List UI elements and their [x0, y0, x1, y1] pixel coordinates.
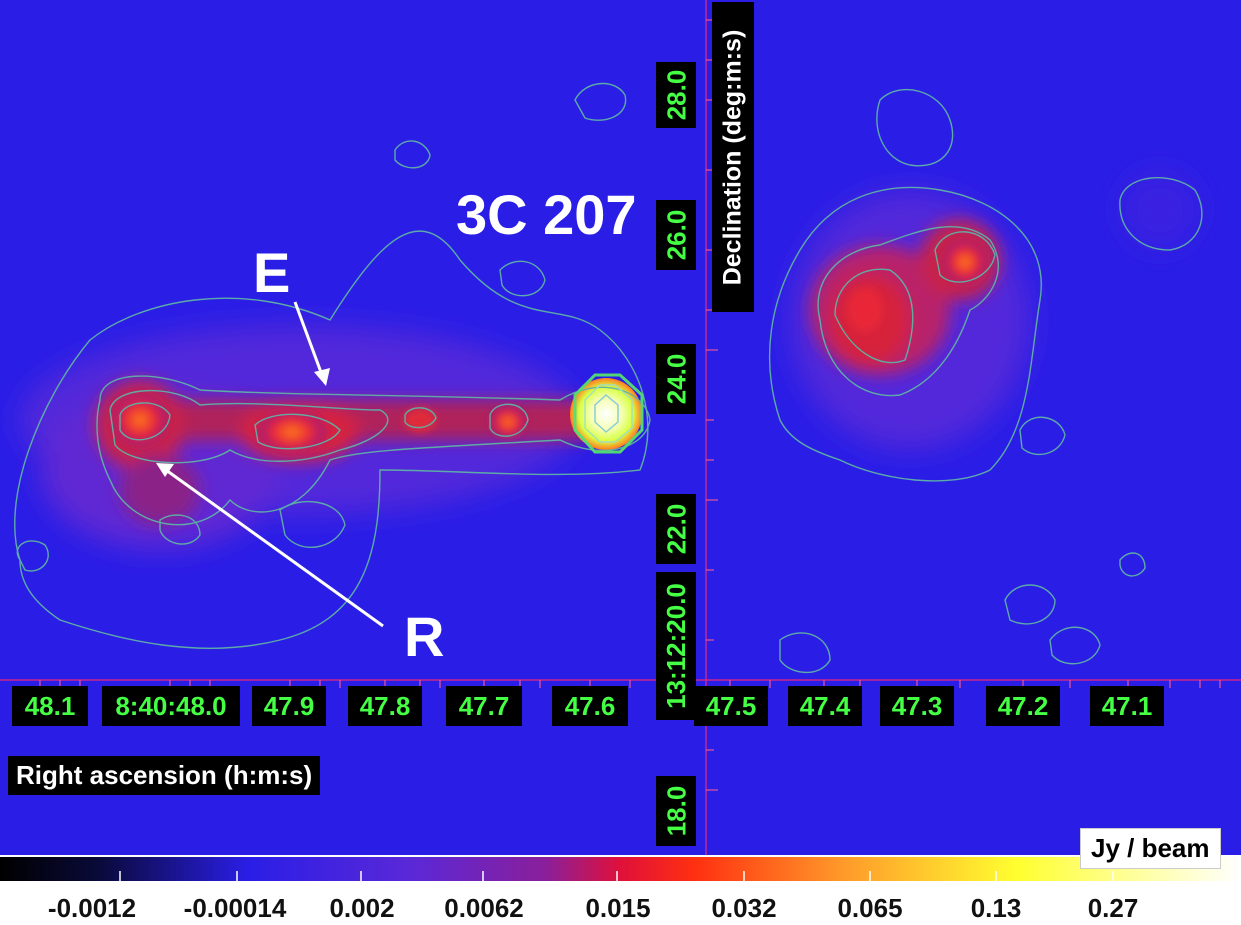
x-axis-title: Right ascension (h:m:s) — [8, 756, 321, 795]
x-tick-label: 8:40:48.0 — [102, 686, 240, 726]
y-tick-label: 13:12:20.0 — [656, 572, 696, 720]
x-tick-label: 47.8 — [348, 686, 422, 726]
colorbar-tick-label: 0.002 — [329, 893, 395, 923]
x-tick-label: 47.3 — [880, 686, 954, 726]
x-tick-label: 48.1 — [12, 686, 88, 726]
x-tick-label: 47.7 — [446, 686, 522, 726]
y-tick-label: 26.0 — [656, 200, 696, 270]
arrow-r-head — [156, 463, 174, 477]
core-component — [570, 378, 642, 450]
y-tick-label: 24.0 — [656, 344, 696, 414]
annotation-arrows — [156, 301, 384, 628]
y-tick-label: 22.0 — [656, 494, 696, 564]
colorbar-tick-label: 0.015 — [585, 893, 651, 923]
x-tick-label: 47.5 — [694, 686, 768, 726]
colorbar-tick-label: 0.0062 — [444, 893, 524, 923]
radio-intensity-map — [0, 0, 1241, 855]
arrow-r — [165, 468, 384, 628]
x-tick-label: 47.4 — [788, 686, 862, 726]
x-tick-label: 47.2 — [986, 686, 1060, 726]
colorbar-tick-label: -0.0012 — [47, 893, 137, 923]
arrow-e — [293, 301, 324, 376]
colorbar-tick-label: 0.065 — [837, 893, 903, 923]
x-tick-label: 47.9 — [252, 686, 326, 726]
colorbar — [0, 857, 1241, 881]
colorbar-tick-label: 0.27 — [1087, 893, 1139, 923]
feature-label-e: E — [253, 241, 291, 304]
colorbar-gradient — [0, 857, 1241, 881]
contour-lines — [14, 82, 1203, 674]
y-tick-label: 28.0 — [656, 62, 696, 128]
colorbar-tick-label: -0.00014 — [183, 893, 287, 923]
colorbar-tick-label: 0.13 — [970, 893, 1022, 923]
x-tick-label: 47.6 — [552, 686, 628, 726]
feature-label-r: R — [404, 605, 445, 668]
arrow-e-head — [314, 368, 330, 386]
colorbar-unit-label: Jy / beam — [1080, 828, 1221, 869]
y-tick-label: 18.0 — [656, 776, 696, 846]
colorbar-ticks — [119, 871, 1114, 881]
colorbar-tick-label: 0.032 — [711, 893, 777, 923]
source-name-label: 3C 207 — [456, 183, 637, 246]
x-tick-label: 47.1 — [1090, 686, 1164, 726]
y-axis-title: Declination (deg:m:s) — [712, 2, 754, 312]
